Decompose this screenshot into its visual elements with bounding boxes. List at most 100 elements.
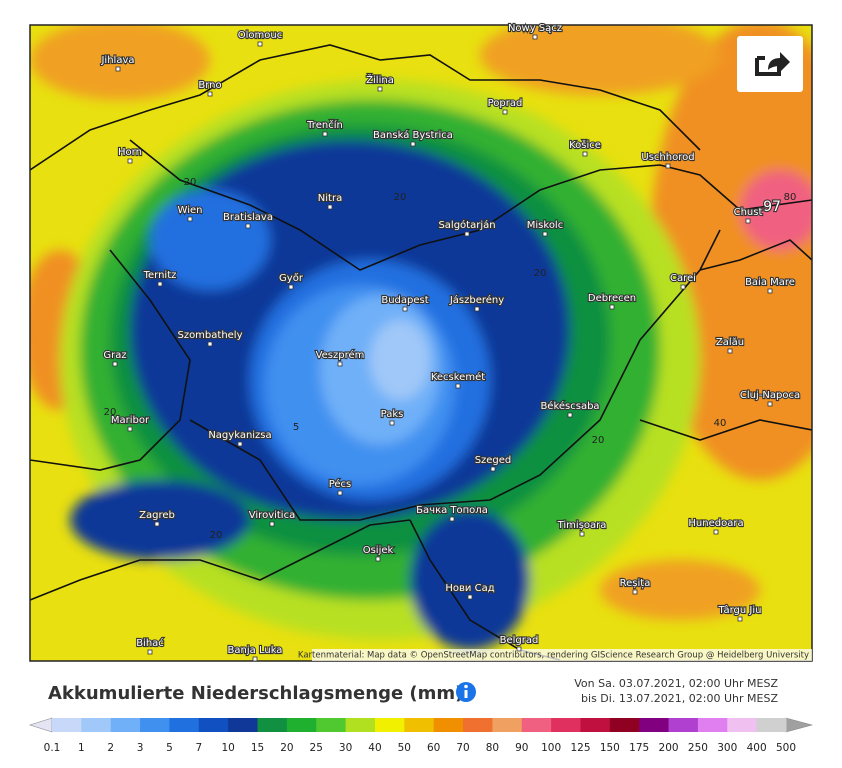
city-marker — [474, 306, 480, 312]
scale-segment — [228, 718, 259, 732]
city-label: Maribor — [111, 415, 150, 426]
contour-label: 5 — [293, 422, 299, 433]
scale-tick-label: 100 — [541, 742, 561, 754]
period-from: Von Sa. 03.07.2021, 02:00 Uhr MESZ — [574, 677, 778, 690]
scale-tick-label: 0.1 — [44, 742, 61, 754]
city-label: Zagreb — [139, 510, 175, 521]
city-marker — [157, 281, 163, 287]
city-marker — [467, 594, 473, 600]
scale-low-arrow — [29, 717, 53, 733]
scale-segment — [81, 718, 112, 732]
contour-label: 97 — [763, 199, 781, 215]
scale-segment — [668, 718, 699, 732]
city-marker — [252, 656, 258, 662]
scale-tick-label: 25 — [310, 742, 323, 754]
city-label: Chust — [734, 207, 763, 218]
scale-tick-label: 70 — [456, 742, 469, 754]
city-label: Zalău — [716, 337, 744, 348]
scale-segment — [551, 718, 581, 732]
city-marker — [337, 361, 343, 367]
scale-tick-label: 90 — [515, 742, 528, 754]
city-label: Szeged — [475, 455, 512, 466]
city-marker — [727, 348, 733, 354]
city-label: Jászberény — [449, 294, 504, 306]
scale-tick-label: 200 — [659, 742, 679, 754]
city-marker — [464, 231, 470, 237]
city-label: Banská Bystrica — [373, 129, 453, 141]
city-label: Нови Сад — [445, 583, 494, 594]
scale-tick-label: 1 — [78, 742, 85, 754]
city-label: Trenčín — [306, 119, 343, 131]
city-label: Hunedoara — [688, 518, 743, 529]
info-icon[interactable] — [456, 682, 476, 702]
city-marker — [609, 304, 615, 310]
city-label: Bratislava — [223, 212, 273, 223]
scale-segment — [756, 718, 787, 732]
city-marker — [680, 284, 686, 290]
city-label: Nitra — [318, 193, 342, 204]
precipitation-field — [30, 25, 812, 661]
scale-segment — [463, 718, 493, 732]
borders — [30, 44, 812, 661]
city-marker — [337, 490, 343, 496]
city-label: Graz — [103, 350, 126, 361]
scale-segment — [697, 718, 728, 732]
scale-tick-label: 60 — [427, 742, 440, 754]
city-label: Poprad — [488, 98, 523, 109]
city-marker — [322, 131, 328, 137]
city-label: Virovitica — [249, 510, 295, 521]
city-marker — [567, 412, 573, 418]
city-label: Békéscsaba — [540, 400, 599, 412]
map-labels: Olomouc Jihlava Brno Žilina Nowy Sącz Poprad T… — [99, 22, 801, 662]
scale-segment — [639, 718, 670, 732]
city-marker — [115, 66, 121, 72]
color-scale: 0.1 1 2 3 5 7 10 15 20 25 30 40 50 60 70 80 90 100 125 150 1… — [29, 717, 814, 754]
city-marker — [207, 91, 213, 97]
city-marker — [245, 223, 251, 229]
city-marker — [327, 204, 333, 210]
city-label: Cluj-Napoca — [740, 390, 800, 401]
city-label: Žilina — [366, 73, 394, 86]
share-button[interactable] — [737, 36, 803, 92]
period-to: bis Di. 13.07.2021, 02:00 Uhr MESZ — [581, 692, 778, 705]
city-marker — [127, 426, 133, 432]
city-label: Horn — [118, 147, 142, 158]
contour-label: 20 — [184, 177, 197, 188]
city-label: Bihać — [136, 637, 164, 649]
city-label: Nagykanizsa — [208, 430, 271, 441]
city-marker — [389, 420, 395, 426]
city-marker — [257, 41, 263, 47]
city-marker — [127, 158, 133, 164]
scale-segment — [198, 718, 229, 732]
scale-tick-label: 10 — [221, 742, 234, 754]
city-label: Pécs — [329, 478, 352, 490]
scale-segment — [169, 718, 200, 732]
scale-tick-label: 400 — [747, 742, 767, 754]
city-label: Târgu Jiu — [718, 604, 762, 616]
contour-label: 40 — [714, 418, 727, 429]
city-label: Paks — [381, 409, 404, 420]
scale-tick-label: 30 — [339, 742, 352, 754]
scale-segment — [727, 718, 758, 732]
contour-label: 20 — [104, 407, 117, 418]
scale-tick-label: 20 — [280, 742, 293, 754]
scale-segment — [374, 718, 405, 732]
city-label: Budapest — [381, 295, 428, 306]
city-label: Osijek — [363, 545, 394, 556]
scale-tick-label: 125 — [570, 742, 590, 754]
contour-label: 80 — [784, 192, 797, 203]
legend-title: Akkumulierte Niederschlagsmenge (mm) — [48, 683, 463, 704]
city-label: Бачка Топола — [416, 505, 488, 516]
city-label: Debrecen — [588, 293, 636, 304]
scale-segment — [286, 718, 317, 732]
city-label: Baia Mare — [745, 277, 795, 288]
city-marker — [713, 529, 719, 535]
city-marker — [455, 383, 461, 389]
city-marker — [516, 646, 522, 652]
contour-label: 20 — [394, 192, 407, 203]
city-label: Veszprém — [316, 349, 365, 361]
scale-tick-label: 5 — [166, 742, 173, 754]
scale-tick-label: 150 — [600, 742, 620, 754]
contour-label: 20 — [210, 530, 223, 541]
